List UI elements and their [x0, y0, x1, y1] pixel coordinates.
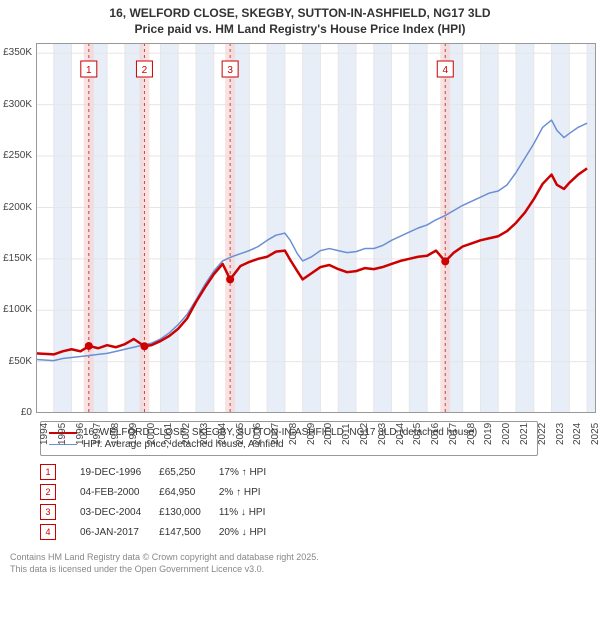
y-tick-label: £100K	[0, 304, 32, 315]
y-tick-label: £50K	[0, 356, 32, 367]
x-tick-label: 1996	[75, 423, 86, 445]
x-tick-label: 2007	[270, 423, 281, 445]
transaction-delta: 2% ↑ HPI	[219, 482, 284, 502]
chart-title: 16, WELFORD CLOSE, SKEGBY, SUTTON-IN-ASH…	[0, 0, 600, 37]
x-tick-label: 1998	[110, 423, 121, 445]
transaction-num-box: 3	[40, 504, 56, 520]
y-tick-label: £0	[0, 407, 32, 418]
x-tick-label: 1995	[57, 423, 68, 445]
x-tick-label: 2023	[555, 423, 566, 445]
x-tick-label: 2021	[519, 423, 530, 445]
footer-line1: Contains HM Land Registry data © Crown c…	[10, 552, 319, 562]
transaction-delta: 20% ↓ HPI	[219, 522, 284, 542]
transaction-row: 2 04-FEB-2000£64,9502% ↑ HPI	[40, 482, 284, 502]
transaction-price: £130,000	[159, 502, 219, 522]
x-tick-label: 2012	[359, 423, 370, 445]
y-tick-label: £300K	[0, 99, 32, 110]
transaction-price: £64,950	[159, 482, 219, 502]
x-tick-label: 2005	[235, 423, 246, 445]
plot-area: £0£50K£100K£150K£200K£250K£300K£350K 123…	[36, 43, 596, 413]
svg-text:2: 2	[142, 65, 148, 76]
x-tick-label: 2017	[448, 423, 459, 445]
x-tick-label: 2014	[395, 423, 406, 445]
transaction-delta: 17% ↑ HPI	[219, 462, 284, 482]
y-tick-label: £350K	[0, 47, 32, 58]
x-tick-label: 2003	[199, 423, 210, 445]
x-tick-label: 1994	[39, 423, 50, 445]
footer-text: Contains HM Land Registry data © Crown c…	[10, 552, 600, 575]
y-tick-label: £150K	[0, 253, 32, 264]
transaction-date: 03-DEC-2004	[80, 502, 159, 522]
transaction-num-box: 2	[40, 484, 56, 500]
svg-text:1: 1	[86, 65, 92, 76]
x-tick-label: 2013	[377, 423, 388, 445]
x-tick-label: 2002	[181, 423, 192, 445]
x-tick-label: 2016	[430, 423, 441, 445]
y-tick-label: £250K	[0, 150, 32, 161]
x-tick-label: 2015	[412, 423, 423, 445]
x-tick-label: 2008	[288, 423, 299, 445]
x-tick-label: 2019	[483, 423, 494, 445]
x-tick-label: 2000	[146, 423, 157, 445]
x-tick-label: 2024	[572, 423, 583, 445]
transaction-num-box: 4	[40, 524, 56, 540]
x-tick-label: 2011	[341, 424, 352, 446]
title-line1: 16, WELFORD CLOSE, SKEGBY, SUTTON-IN-ASH…	[109, 6, 490, 20]
x-tick-label: 1999	[128, 423, 139, 445]
chart-svg: 1 2 3 4	[36, 43, 596, 413]
svg-text:4: 4	[442, 65, 448, 76]
x-tick-label: 2001	[163, 423, 174, 445]
x-tick-label: 1997	[92, 423, 103, 445]
x-tick-label: 2004	[217, 423, 228, 445]
svg-text:3: 3	[227, 65, 233, 76]
transaction-price: £147,500	[159, 522, 219, 542]
transaction-row: 3 03-DEC-2004£130,00011% ↓ HPI	[40, 502, 284, 522]
transaction-price: £65,250	[159, 462, 219, 482]
footer-line2: This data is licensed under the Open Gov…	[10, 564, 264, 574]
x-tick-label: 2020	[501, 423, 512, 445]
transaction-delta: 11% ↓ HPI	[219, 502, 284, 522]
transaction-date: 06-JAN-2017	[80, 522, 159, 542]
x-tick-label: 2006	[252, 423, 263, 445]
transaction-date: 19-DEC-1996	[80, 462, 159, 482]
x-tick-label: 2018	[466, 423, 477, 445]
x-tick-label: 2022	[537, 423, 548, 445]
transaction-row: 4 06-JAN-2017£147,50020% ↓ HPI	[40, 522, 284, 542]
y-tick-label: £200K	[0, 202, 32, 213]
title-line2: Price paid vs. HM Land Registry's House …	[135, 22, 466, 36]
x-tick-label: 2009	[306, 423, 317, 445]
x-tick-label: 2010	[323, 423, 334, 445]
transactions-table: 1 19-DEC-1996£65,25017% ↑ HPI 2 04-FEB-2000…	[40, 462, 600, 542]
transaction-row: 1 19-DEC-1996£65,25017% ↑ HPI	[40, 462, 284, 482]
transaction-num-box: 1	[40, 464, 56, 480]
x-tick-label: 2025	[590, 423, 600, 445]
transaction-date: 04-FEB-2000	[80, 482, 159, 502]
